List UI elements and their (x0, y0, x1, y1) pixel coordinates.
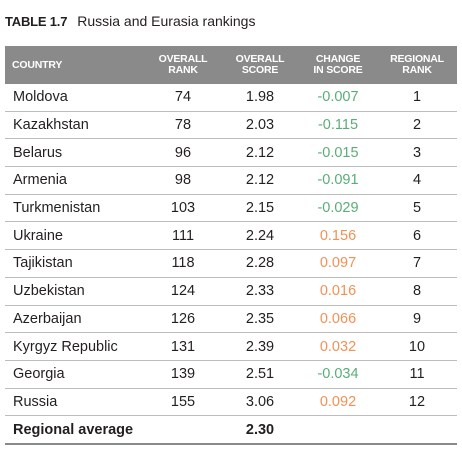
overall-score-cell: 2.12 (245, 172, 275, 189)
country-cell: Tajikistan (13, 255, 73, 272)
table-row: Georgia 139 2.51 -0.034 11 (5, 361, 457, 389)
overall-rank-cell: 139 (170, 366, 196, 383)
overall-score-cell: 2.51 (245, 366, 275, 383)
regional-rank-cell: 8 (412, 283, 422, 300)
table-body: Moldova 74 1.98 -0.007 1 Kazakhstan 78 2.03 -0.1… (5, 84, 457, 417)
country-cell: Kazakhstan (13, 117, 89, 134)
country-cell: Kyrgyz Republic (13, 338, 118, 355)
overall-score-cell: 2.12 (245, 144, 275, 161)
overall-score-cell: 2.35 (245, 310, 275, 327)
overall-score-cell: 3.06 (245, 393, 275, 410)
table-number: TABLE 1.7 (5, 13, 68, 29)
header-overall-rank: OVERALL RANK (158, 53, 208, 76)
change-cell: -0.029 (317, 200, 359, 217)
regional-average-row: Regional average 2.30 (5, 416, 457, 446)
table-title: Russia and Eurasia rankings (77, 13, 256, 29)
change-cell: 0.032 (319, 338, 357, 355)
header-regional-rank: REGIONAL RANK (390, 53, 444, 76)
overall-score-cell: 2.39 (245, 338, 275, 355)
overall-rank-cell: 103 (170, 200, 196, 217)
country-cell: Georgia (13, 366, 65, 383)
regional-rank-cell: 7 (412, 255, 422, 272)
regional-rank-cell: 6 (412, 227, 422, 244)
regional-rank-cell: 9 (412, 310, 422, 327)
rankings-table: COUNTRY OVERALL RANK OVERALL SCORE CHANG… (5, 46, 457, 446)
overall-score-cell: 1.98 (245, 89, 275, 106)
regional-rank-cell: 5 (412, 200, 422, 217)
change-cell: -0.034 (317, 366, 359, 383)
overall-rank-cell: 96 (174, 144, 192, 161)
table-row: Kyrgyz Republic 131 2.39 0.032 10 (5, 333, 457, 361)
change-cell: -0.007 (317, 89, 359, 106)
table-row: Armenia 98 2.12 -0.091 4 (5, 167, 457, 195)
table-row: Belarus 96 2.12 -0.015 3 (5, 139, 457, 168)
table-row: Tajikistan 118 2.28 0.097 7 (5, 250, 457, 278)
change-cell: 0.066 (319, 310, 357, 327)
overall-rank-cell: 98 (174, 172, 192, 189)
country-cell: Russia (13, 393, 58, 410)
overall-score-cell: 2.24 (245, 227, 275, 244)
change-cell: -0.091 (317, 172, 359, 189)
change-cell: -0.015 (317, 144, 359, 161)
table-row: Moldova 74 1.98 -0.007 1 (5, 84, 457, 112)
country-cell: Belarus (13, 144, 63, 161)
change-cell: 0.097 (319, 255, 357, 272)
table-row: Azerbaijan 126 2.35 0.066 9 (5, 306, 457, 334)
average-score: 2.30 (245, 421, 275, 438)
change-cell: 0.092 (319, 393, 357, 410)
table-caption: TABLE 1.7 Russia and Eurasia rankings (5, 10, 255, 32)
regional-rank-cell: 12 (408, 393, 426, 410)
country-cell: Azerbaijan (13, 310, 82, 327)
average-label: Regional average (13, 421, 134, 438)
overall-rank-cell: 131 (170, 338, 196, 355)
regional-rank-cell: 10 (408, 338, 426, 355)
overall-rank-cell: 118 (171, 255, 195, 272)
table-row: Uzbekistan 124 2.33 0.016 8 (5, 278, 457, 306)
country-cell: Uzbekistan (13, 283, 85, 300)
overall-rank-cell: 78 (174, 117, 192, 134)
overall-score-cell: 2.28 (245, 255, 275, 272)
table-row: Turkmenistan 103 2.15 -0.029 5 (5, 195, 457, 223)
overall-score-cell: 2.33 (245, 283, 275, 300)
regional-rank-cell: 11 (409, 366, 425, 383)
header-country: COUNTRY (12, 58, 63, 71)
change-cell: 0.156 (319, 227, 357, 244)
header-overall-score: OVERALL SCORE (235, 53, 285, 76)
change-cell: 0.016 (319, 283, 357, 300)
change-cell: -0.115 (317, 117, 359, 134)
regional-rank-cell: 2 (412, 117, 422, 134)
country-cell: Turkmenistan (13, 200, 101, 217)
overall-score-cell: 2.15 (245, 200, 275, 217)
table-row: Kazakhstan 78 2.03 -0.115 2 (5, 112, 457, 140)
regional-rank-cell: 1 (412, 89, 422, 106)
table-row: Russia 155 3.06 0.092 12 (5, 389, 457, 417)
regional-rank-cell: 4 (412, 172, 422, 189)
table-header: COUNTRY OVERALL RANK OVERALL SCORE CHANG… (5, 46, 457, 84)
country-cell: Armenia (13, 172, 67, 189)
overall-rank-cell: 155 (170, 393, 196, 410)
country-cell: Ukraine (13, 227, 63, 244)
header-change-in-score: CHANGE IN SCORE (313, 53, 363, 76)
overall-rank-cell: 126 (170, 310, 196, 327)
country-cell: Moldova (13, 89, 68, 106)
overall-rank-cell: 124 (170, 283, 196, 300)
overall-score-cell: 2.03 (245, 117, 275, 134)
overall-rank-cell: 111 (171, 227, 195, 244)
table-row: Ukraine 111 2.24 0.156 6 (5, 222, 457, 251)
regional-rank-cell: 3 (412, 144, 422, 161)
overall-rank-cell: 74 (174, 89, 192, 106)
